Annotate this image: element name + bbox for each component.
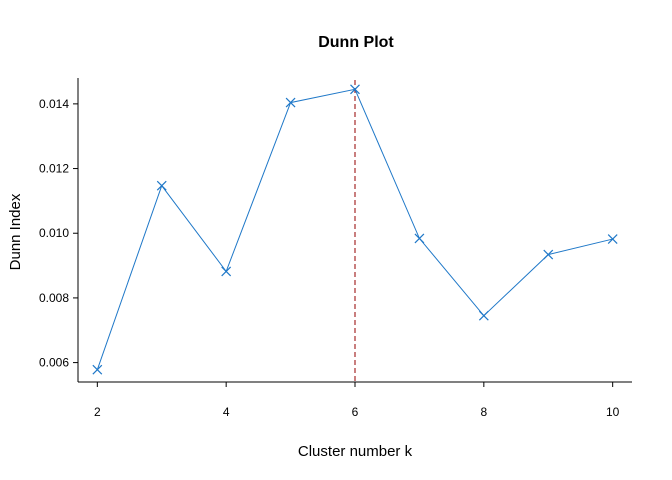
data-point: [543, 249, 554, 260]
data-point-marker-stroke: [478, 310, 489, 321]
y-axis-label: Dunn Index: [7, 193, 24, 270]
data-point-marker-stroke: [543, 249, 554, 260]
chart-title: Dunn Plot: [318, 34, 394, 51]
data-point: [478, 310, 489, 321]
data-point: [156, 180, 167, 191]
ticks-group: 2 4 6 8 10 0.006 0.008 0.010 0.012 0.014: [39, 97, 620, 419]
y-tick-label: 0.012: [39, 162, 69, 176]
data-point-marker-stroke: [156, 180, 167, 191]
x-tick-label: 10: [606, 405, 620, 419]
y-tick-label: 0.008: [39, 291, 69, 305]
series-group: [92, 84, 618, 375]
data-point: [92, 364, 103, 375]
data-point: [414, 233, 425, 244]
data-point: [607, 234, 618, 244]
data-point-marker-stroke: [221, 266, 232, 277]
x-tick-label: 4: [223, 405, 230, 419]
data-point-marker-stroke: [607, 234, 618, 244]
x-axis-label: Cluster number k: [298, 443, 413, 460]
y-tick-label: 0.006: [39, 356, 69, 370]
data-point-marker-stroke: [285, 97, 296, 108]
data-point-marker-stroke: [92, 364, 103, 375]
data-point: [350, 84, 360, 95]
data-point-marker-stroke: [350, 84, 360, 95]
y-tick-label: 0.014: [39, 97, 69, 111]
data-point: [221, 266, 232, 277]
x-tick-label: 6: [352, 405, 359, 419]
data-point: [285, 97, 296, 108]
y-tick-label: 0.010: [39, 226, 69, 240]
x-tick-label: 2: [94, 405, 101, 419]
data-point-marker-stroke: [414, 233, 425, 244]
x-tick-label: 8: [480, 405, 487, 419]
